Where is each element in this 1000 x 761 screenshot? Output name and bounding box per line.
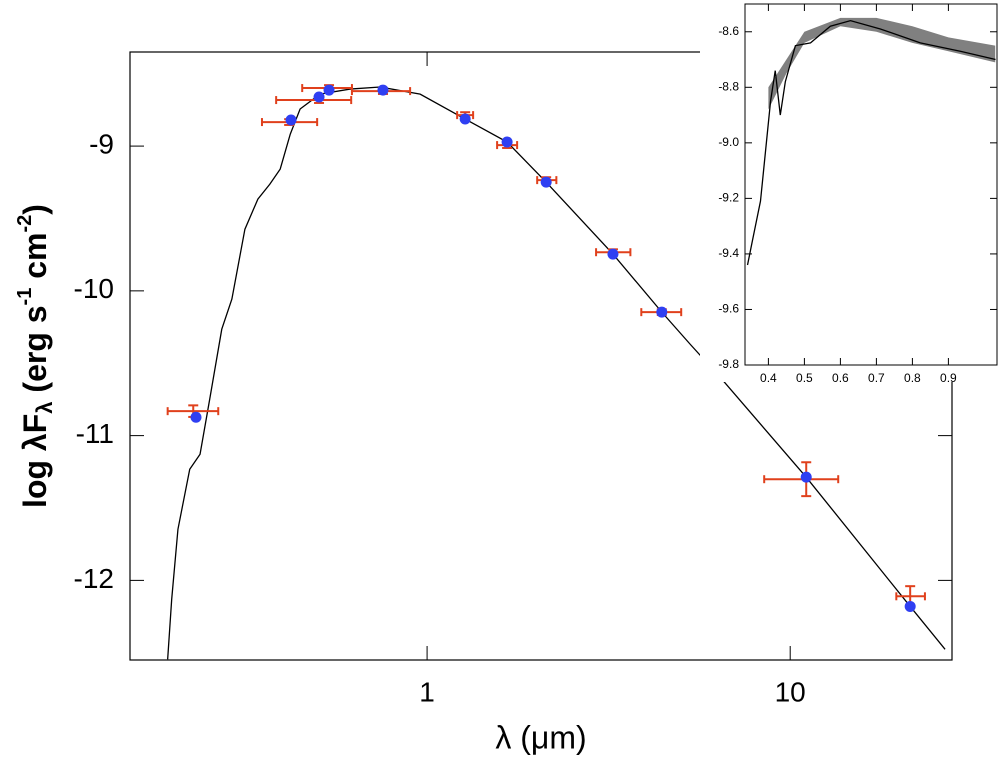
inset-background [700,0,1000,382]
photometry-point [800,471,812,483]
x-tick-label: 1 [419,676,435,707]
y-tick-label: -8.8 [718,79,739,93]
y-axis-label-part: (erg s [17,305,53,401]
uncertainty-band [768,17,996,110]
photometry-point [323,84,335,96]
inset-frame [744,3,998,366]
photometry-point [313,91,325,103]
y-axis-label-part: -2 [14,215,36,233]
y-tick-label: -11 [76,418,114,449]
y-axis-label-part: cm [17,233,53,288]
y-tick-label: -9.8 [718,357,739,371]
x-tick-label: 10 [775,676,806,707]
photometry-point [459,113,471,125]
inset-line [746,19,996,266]
x-tick-label: 0.6 [832,371,849,385]
photometry-point [540,176,552,188]
photometry-point [656,306,668,318]
y-tick-label: -10 [74,273,114,304]
x-tick-label: 0.8 [904,371,921,385]
x-tick-label: 0.9 [940,371,957,385]
y-tick-label: -9.6 [718,302,739,316]
y-axis-label-part: λ [32,401,57,413]
x-tick-label: 0.5 [796,371,813,385]
y-axis-label-part: log λF [17,414,53,508]
y-tick-label: -12 [74,563,114,594]
photometry-point [190,411,202,423]
y-axis-label-part: -1 [14,288,36,306]
y-tick-label: -9.0 [718,135,739,149]
x-tick-label: 0.7 [868,371,885,385]
x-axis-label: λ (μm) [495,719,586,755]
y-axis-label-part: ) [17,204,53,215]
x-tick-label: 0.4 [760,371,777,385]
photometry-point [285,114,297,126]
y-tick-label: -8.6 [718,24,739,38]
y-tick-label: -9 [89,128,114,159]
photometry-point [904,600,916,612]
y-tick-label: -9.2 [718,191,739,205]
photometry-point [607,248,619,260]
y-tick-label: -9.4 [718,246,739,260]
model-line [167,86,946,660]
photometry-point [501,136,513,148]
y-axis-label: log λFλ (erg s-1 cm-2) [14,204,57,508]
photometry-point [377,84,389,96]
